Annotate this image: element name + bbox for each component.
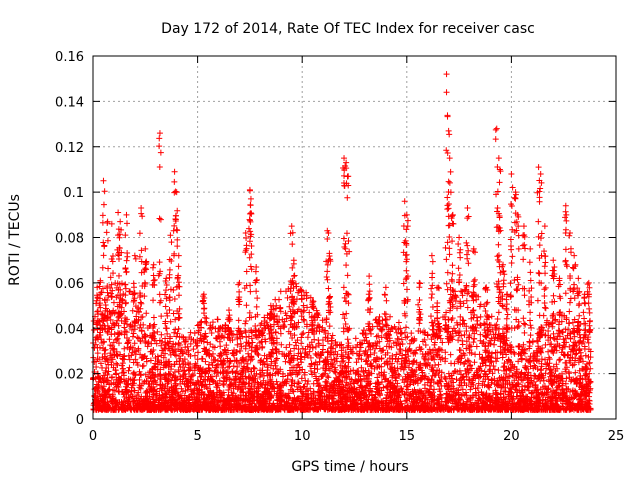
data-point (467, 386, 474, 393)
data-point (542, 341, 549, 348)
data-point (94, 350, 101, 357)
data-point (191, 330, 198, 337)
data-point (332, 369, 339, 376)
data-point (226, 363, 233, 370)
data-point (491, 341, 498, 348)
data-point (373, 316, 380, 323)
data-point (395, 319, 402, 326)
data-point (277, 330, 284, 337)
data-point (488, 376, 495, 383)
data-point (493, 358, 500, 365)
data-point (557, 356, 564, 363)
data-point (129, 307, 136, 314)
data-point (494, 355, 501, 362)
data-point (227, 358, 234, 365)
data-point (131, 340, 138, 347)
data-point (352, 335, 359, 342)
data-point (585, 339, 592, 346)
data-point (501, 360, 508, 367)
data-point (439, 339, 446, 346)
data-point (500, 364, 507, 371)
data-point (229, 369, 236, 376)
data-point (126, 288, 133, 295)
data-point (132, 356, 139, 363)
data-point (286, 341, 293, 348)
data-point (529, 338, 536, 345)
data-point (471, 359, 478, 366)
data-point (586, 359, 593, 366)
data-point (190, 346, 197, 353)
data-point (431, 386, 438, 393)
data-point (118, 362, 125, 369)
data-point (295, 319, 302, 326)
points-layer (90, 71, 594, 413)
data-point (122, 285, 129, 292)
data-point (134, 334, 141, 341)
data-point (129, 333, 136, 340)
data-point (325, 330, 332, 337)
data-point (559, 329, 566, 336)
data-point (121, 345, 128, 352)
data-point (158, 331, 165, 338)
data-point (195, 349, 202, 356)
data-point (307, 294, 314, 301)
data-point (102, 301, 109, 308)
data-point (278, 341, 285, 348)
data-point (282, 358, 289, 365)
chart-title: Day 172 of 2014, Rate Of TEC Index for r… (161, 21, 535, 37)
data-point (447, 351, 454, 358)
data-point (110, 299, 117, 306)
data-point (518, 355, 525, 362)
data-point (124, 340, 131, 347)
data-point (455, 337, 462, 344)
data-point (299, 331, 306, 338)
data-point (466, 376, 473, 383)
data-point (456, 367, 463, 374)
data-point (274, 319, 281, 326)
data-point (202, 358, 209, 365)
data-point (277, 288, 284, 295)
data-point (283, 344, 290, 351)
data-point (422, 342, 429, 349)
data-point (555, 383, 562, 390)
data-point (119, 365, 126, 372)
data-point (338, 358, 345, 365)
data-point (582, 352, 589, 359)
data-point (395, 335, 402, 342)
data-point (456, 346, 463, 353)
data-point (175, 340, 182, 347)
data-point (474, 317, 481, 324)
data-point (181, 368, 188, 375)
data-point (448, 360, 455, 367)
data-point (556, 357, 563, 364)
data-point (293, 283, 300, 290)
data-point (495, 367, 502, 374)
data-point (224, 355, 231, 362)
data-point (140, 362, 147, 369)
data-point (459, 341, 466, 348)
data-point (304, 334, 311, 341)
data-point (99, 364, 106, 371)
data-point (306, 309, 313, 316)
data-point (191, 352, 198, 359)
data-point (113, 360, 120, 367)
data-point (402, 324, 409, 331)
data-point (223, 369, 230, 376)
data-point (477, 313, 484, 320)
data-point (393, 339, 400, 346)
data-point (276, 296, 283, 303)
data-point (137, 371, 144, 378)
data-point (408, 330, 415, 337)
data-point (154, 328, 161, 335)
data-point (357, 344, 364, 351)
data-point (463, 389, 470, 396)
data-point (295, 379, 302, 386)
data-point (373, 333, 380, 340)
data-point (308, 367, 315, 374)
data-point (139, 363, 146, 370)
data-point (126, 364, 133, 371)
